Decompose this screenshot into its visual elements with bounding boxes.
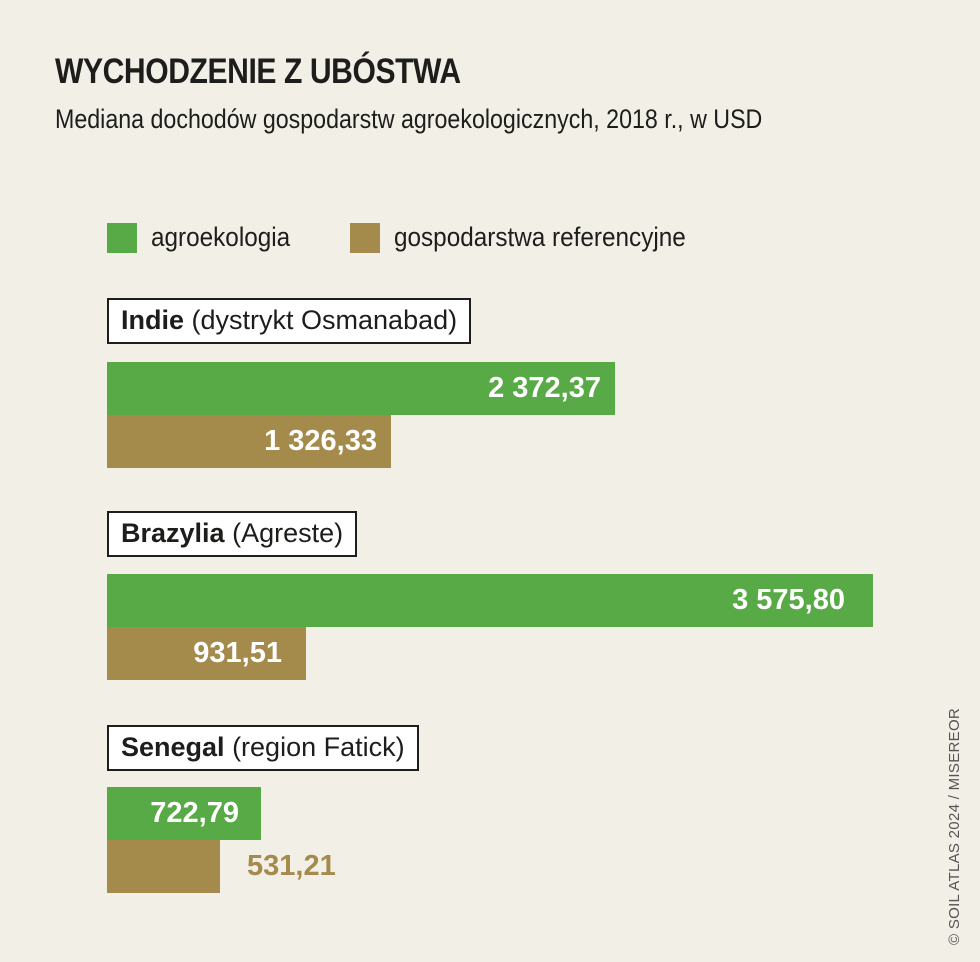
bar-agroecology: 722,79 xyxy=(107,787,261,840)
category-label: Senegal (region Fatick) xyxy=(107,725,419,771)
legend: agroekologia gospodarstwa referencyjne xyxy=(107,222,762,253)
legend-label: agroekologia xyxy=(151,222,291,252)
category-label: Brazylia (Agreste) xyxy=(107,511,358,557)
bar-value: 931,51 xyxy=(193,637,282,669)
bar-value: 2 372,37 xyxy=(488,372,601,404)
bar-value: 3 575,80 xyxy=(732,584,845,616)
chart-title: WYCHODZENIE Z UBÓSTWA xyxy=(55,52,461,91)
country-name: Indie xyxy=(121,305,185,335)
legend-swatch-brown xyxy=(349,222,380,253)
bar-agroecology: 3 575,80 xyxy=(107,574,873,627)
legend-label: gospodarstwa referencyjne xyxy=(393,222,686,252)
bar-value: 1 326,33 xyxy=(264,425,377,457)
category-label: Indie (dystrykt Osmanabad) xyxy=(107,298,472,344)
bar-reference: 931,51 xyxy=(107,627,306,680)
group-senegal: Senegal (region Fatick) 722,79 531,21 xyxy=(107,725,419,893)
country-name: Senegal xyxy=(121,732,225,762)
region-name: (region Fatick) xyxy=(232,732,405,762)
credit-text: © SOIL ATLAS 2024 / MISEREOR xyxy=(946,707,963,945)
group-india: Indie (dystrykt Osmanabad) 2 372,37 1 32… xyxy=(107,298,615,468)
country-name: Brazylia xyxy=(121,518,225,548)
bar-reference: 1 326,33 xyxy=(107,415,391,468)
legend-item-reference: gospodarstwa referencyjne xyxy=(349,222,718,253)
legend-item-agroecology: agroekologia xyxy=(107,222,306,253)
region-name: (dystrykt Osmanabad) xyxy=(191,305,458,335)
bar-reference: 531,21 xyxy=(107,840,336,893)
group-brazil: Brazylia (Agreste) 3 575,80 931,51 xyxy=(107,511,873,680)
chart-subtitle: Mediana dochodów gospodarstw agroekologi… xyxy=(55,104,763,134)
legend-swatch-green xyxy=(107,222,137,253)
bar-value: 531,21 xyxy=(247,850,336,882)
region-name: (Agreste) xyxy=(232,518,344,548)
bar-value: 722,79 xyxy=(150,797,239,829)
bar-agroecology: 2 372,37 xyxy=(107,362,615,415)
